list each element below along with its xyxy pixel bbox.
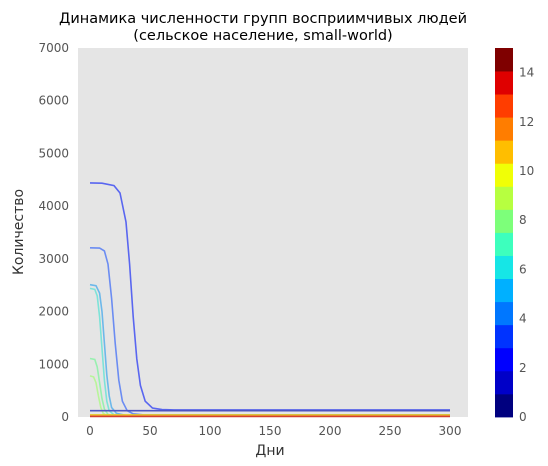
colorbar-tick-labels: 0 2 4 6 8 10 12 14 — [519, 66, 534, 424]
colorbar — [495, 48, 513, 418]
y-axis-label: Количество — [11, 189, 27, 275]
chart-title-line1: Динамика численности групп восприимчивых… — [59, 11, 467, 27]
y-tick-label: 2000 — [38, 305, 69, 319]
colorbar-segment — [495, 324, 513, 349]
x-axis-label: Дни — [255, 443, 284, 459]
colorbar-tick-label: 2 — [519, 361, 527, 375]
colorbar-segment — [495, 48, 513, 72]
x-tick-label: 200 — [319, 424, 342, 438]
x-tick-label: 50 — [142, 424, 157, 438]
colorbar-tick-label: 8 — [519, 213, 527, 227]
colorbar-segment — [495, 393, 513, 418]
colorbar-segment — [495, 94, 513, 118]
colorbar-tick-label: 12 — [519, 115, 534, 129]
colorbar-segment — [495, 209, 513, 233]
y-tick-label: 6000 — [38, 94, 69, 108]
plot-area — [78, 48, 468, 417]
colorbar-segment — [495, 186, 513, 210]
x-tick-label: 150 — [259, 424, 282, 438]
x-tick-label: 100 — [199, 424, 222, 438]
series-line-1 — [89, 247, 450, 416]
y-tick-label: 3000 — [38, 252, 69, 266]
colorbar-segment — [495, 117, 513, 141]
series-layer — [89, 182, 450, 418]
x-tick-label: 250 — [379, 424, 402, 438]
colorbar-segment — [495, 71, 513, 95]
series-line-0 — [89, 182, 450, 411]
colorbar-segment — [495, 278, 513, 303]
colorbar-tick-label: 6 — [519, 262, 527, 276]
chart-title-line2: (сельское население, small-world) — [133, 28, 392, 44]
colorbar-segment — [495, 255, 513, 280]
x-tick-label: 300 — [439, 424, 462, 438]
colorbar-segment — [495, 301, 513, 326]
colorbar-tick-label: 10 — [519, 164, 534, 178]
x-tick-label: 0 — [86, 424, 94, 438]
y-tick-label: 0 — [61, 410, 69, 424]
colorbar-segment — [495, 347, 513, 372]
y-tick-label: 1000 — [38, 357, 69, 371]
colorbar-segment — [495, 163, 513, 187]
colorbar-tick-label: 14 — [519, 66, 534, 80]
colorbar-tick-label: 4 — [519, 312, 527, 326]
colorbar-tick-label: 0 — [519, 410, 527, 424]
y-tick-label: 5000 — [38, 146, 69, 160]
colorbar-segment — [495, 370, 513, 395]
y-tick-label: 4000 — [38, 199, 69, 213]
colorbar-segment — [495, 232, 513, 256]
colorbar-segment — [495, 140, 513, 164]
y-tick-label: 7000 — [38, 41, 69, 55]
x-tick-labels: 0 50 100 150 200 250 300 — [86, 424, 461, 438]
y-tick-labels: 0 1000 2000 3000 4000 5000 6000 7000 — [38, 41, 69, 424]
series-line-2 — [89, 283, 450, 417]
